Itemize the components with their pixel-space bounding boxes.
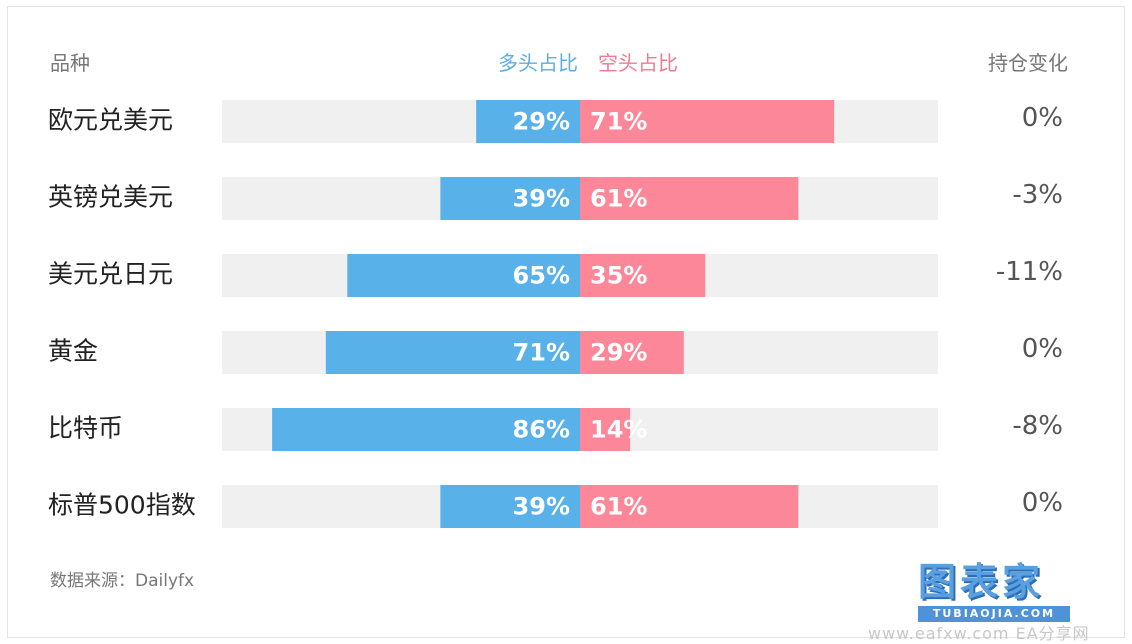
watermark-text: www.eafxw.com EA分享网 [868, 624, 1090, 643]
long-value-label: 29% [513, 108, 570, 136]
short-value-label: 14% [590, 416, 647, 444]
position-change-value: -3% [1012, 180, 1063, 210]
short-bar [580, 485, 799, 528]
short-value-label: 29% [590, 339, 647, 367]
position-change-value: 0% [1022, 488, 1063, 518]
logo-main-text: 图表家 [918, 560, 1045, 604]
long-value-label: 39% [513, 185, 570, 213]
position-change-value: 0% [1022, 103, 1063, 133]
long-bar [325, 331, 580, 374]
category-label: 英镑兑美元 [48, 183, 173, 212]
data-source-note: 数据来源：Dailyfx [50, 571, 195, 591]
long-value-label: 71% [513, 339, 570, 367]
short-bar [580, 408, 631, 451]
long-ratio-legend: 多头占比 [498, 51, 578, 75]
long-value-label: 65% [513, 262, 570, 290]
short-value-label: 35% [590, 262, 647, 290]
category-label: 标普500指数 [48, 491, 196, 520]
long-value-label: 39% [513, 493, 570, 521]
long-bar [476, 100, 580, 143]
long-bar [440, 485, 580, 528]
long-value-label: 86% [513, 416, 570, 444]
category-label: 比特币 [48, 414, 123, 443]
long-bar [272, 408, 580, 451]
position-change-value: -11% [996, 257, 1063, 287]
category-label: 欧元兑美元 [48, 106, 173, 135]
category-label: 美元兑日元 [48, 260, 173, 289]
long-short-ratio-chart: 欧元兑美元 29% 71% 0% 英镑兑美元 39% 61% -3% 美元兑日元 65% 35% -1… [48, 100, 1063, 528]
short-bar [580, 254, 706, 297]
tubiaojia-logo: 图表家 TUBIAOJIA.COM [918, 560, 1078, 622]
category-label: 黄金 [48, 337, 98, 366]
long-bar [440, 177, 580, 220]
position-change-value: -8% [1012, 411, 1063, 441]
short-value-label: 61% [590, 185, 647, 213]
short-value-label: 71% [590, 108, 647, 136]
short-bar [580, 100, 835, 143]
long-bar [347, 254, 580, 297]
short-bar [580, 331, 684, 374]
position-change-value: 0% [1022, 334, 1063, 364]
category-header: 品种 [50, 51, 90, 75]
short-ratio-legend: 空头占比 [598, 51, 678, 75]
short-bar [580, 177, 799, 220]
position-change-header: 持仓变化 [988, 51, 1068, 75]
logo-sub-text: TUBIAOJIA.COM [918, 606, 1070, 622]
short-value-label: 61% [590, 493, 647, 521]
